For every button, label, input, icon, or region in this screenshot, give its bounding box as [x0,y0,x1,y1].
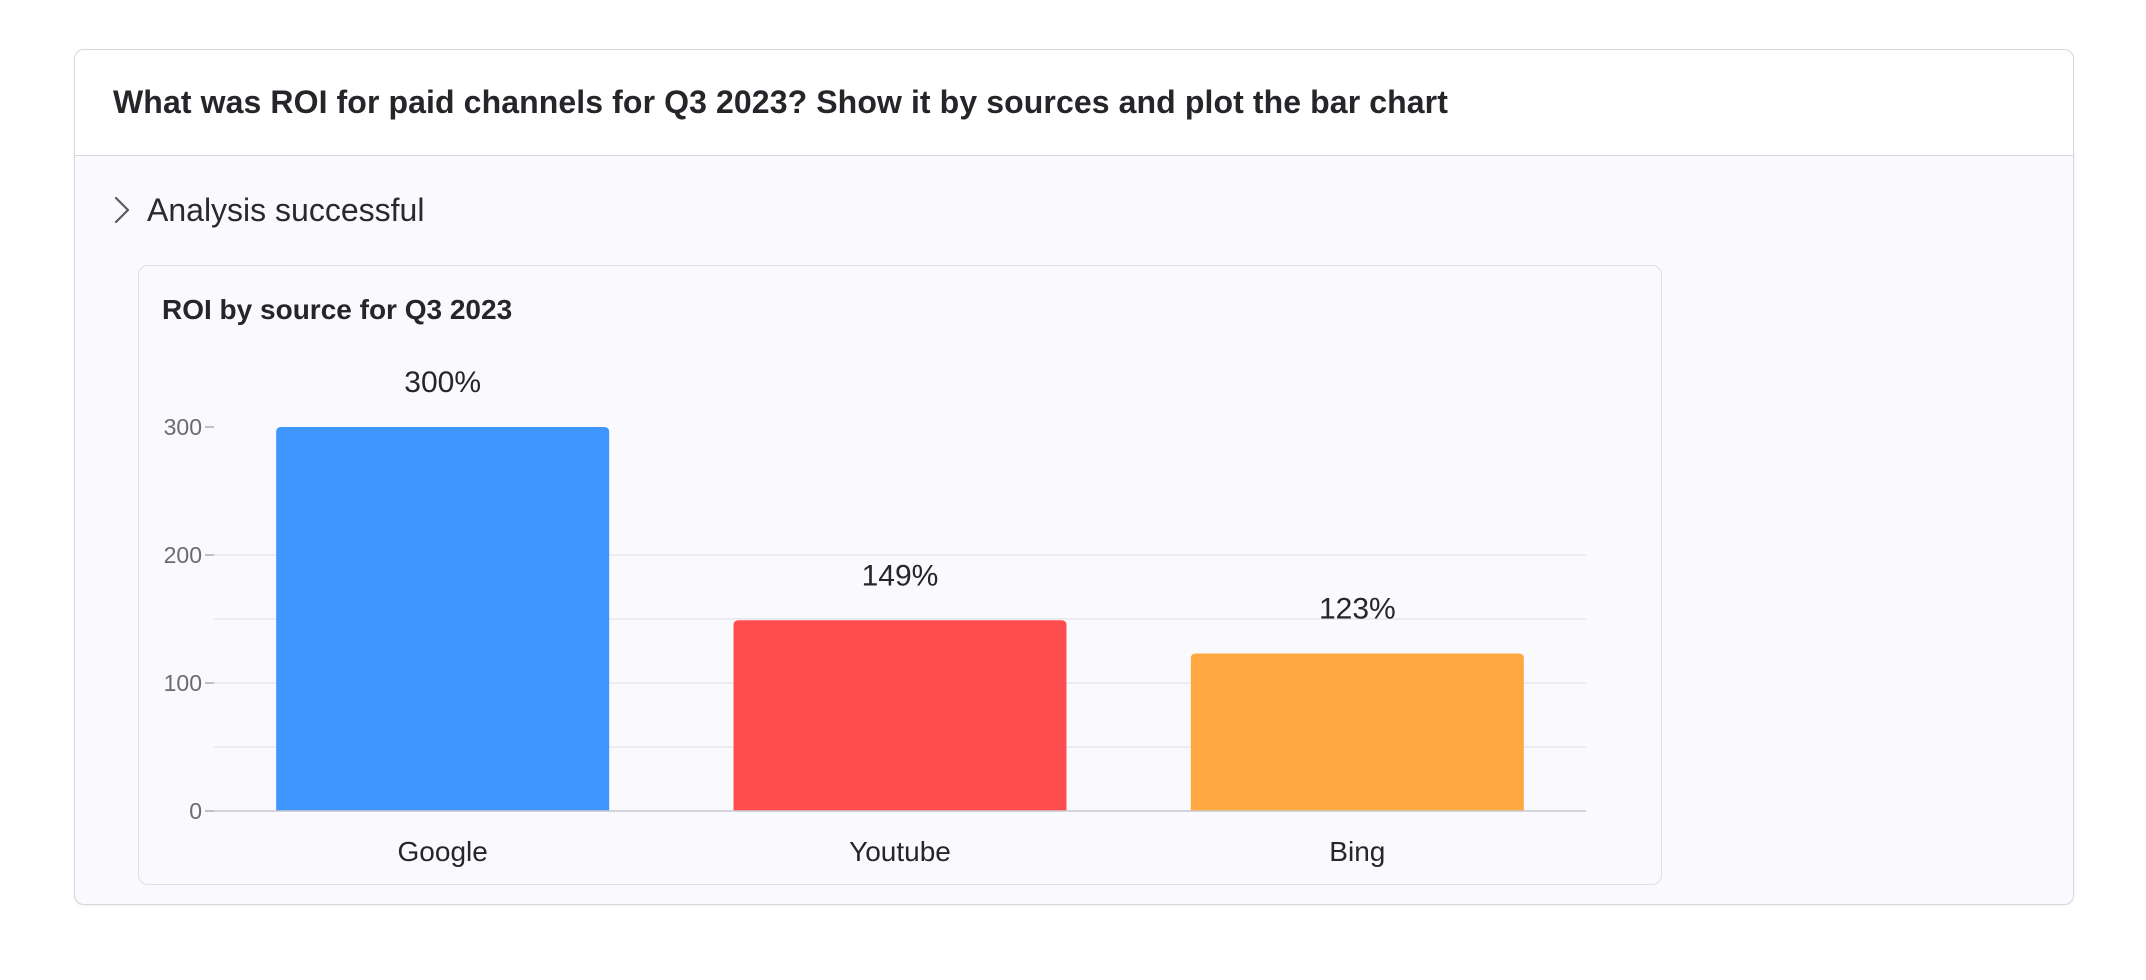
chevron-right-icon[interactable] [109,194,135,226]
bar-youtube [733,620,1067,811]
data-label: 300% [404,366,481,399]
x-tick-label: Bing [1329,836,1385,867]
bar-google [276,427,610,811]
y-tick-label: 300 [164,414,202,440]
y-tick-label: 0 [189,798,202,824]
analysis-status-label: Analysis successful [147,191,425,228]
question-header: What was ROI for paid channels for Q3 20… [75,50,2073,156]
analysis-status-toggle[interactable]: Analysis successful [109,186,424,234]
bar-chart: 300% Google 149% Youtube 123% Bing 0 100 200 300 [164,366,1586,867]
data-label: 123% [1319,593,1396,626]
data-label: 149% [862,559,939,592]
chart-title: ROI by source for Q3 2023 [162,294,513,325]
chat-response-card: What was ROI for paid channels for Q3 20… [74,49,2074,905]
question-text: What was ROI for paid channels for Q3 20… [113,84,1448,120]
x-tick-label: Youtube [849,836,951,867]
y-tick-label: 200 [164,542,202,568]
chart-panel: ROI by source for Q3 2023 300% Google 149%… [138,265,1662,885]
y-tick-label: 100 [164,670,202,696]
bar-bing [1190,653,1524,811]
x-tick-label: Google [398,836,488,867]
